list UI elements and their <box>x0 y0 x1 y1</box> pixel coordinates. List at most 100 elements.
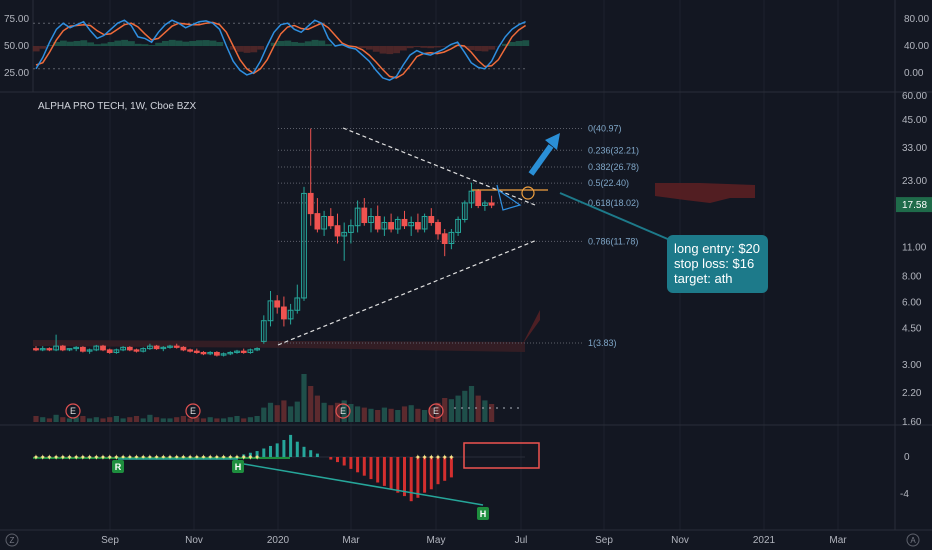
candle-body <box>327 215 334 227</box>
stoch-rsi-pane[interactable] <box>32 19 530 82</box>
stoch-hist-bar <box>468 46 475 50</box>
volume-bar <box>361 407 367 422</box>
momentum-tick-0: 0 <box>904 452 910 463</box>
stoch-hist-bar <box>216 42 224 46</box>
stoch-hist-bar <box>121 39 128 46</box>
target-circle[interactable] <box>521 186 535 200</box>
squeeze-dot: ✦ <box>214 453 221 462</box>
candle-body <box>187 349 193 352</box>
squeeze-dot: ✦ <box>120 453 127 462</box>
time-tick-4: May <box>427 535 446 546</box>
stoch-hist-bar <box>250 46 258 53</box>
volume-bar <box>321 402 327 422</box>
price-pane[interactable]: 0(40.97) 0.236(32.21) 0.382(26.78) 0.5(22.4… <box>33 124 755 422</box>
candle-body <box>147 345 153 350</box>
momentum-bar <box>436 457 440 485</box>
candle-body <box>100 345 106 351</box>
volume-bar <box>234 416 240 422</box>
stoch-hist-bar <box>298 42 305 46</box>
volume-bar <box>241 418 247 422</box>
squeeze-dot: ✦ <box>160 453 167 462</box>
fib-retracement[interactable]: 0(40.97) 0.236(32.21) 0.382(26.78) 0.5(22.4… <box>278 124 639 348</box>
stoch-left-axis-ticks: 75.00 50.00 25.00 <box>4 14 29 79</box>
volume-bar <box>107 417 113 422</box>
trend-drawings[interactable] <box>277 127 560 346</box>
volume-bar <box>187 418 193 422</box>
price-tick-6: 8.00 <box>902 271 922 282</box>
up-arrow-shaft[interactable] <box>528 144 554 176</box>
volume-bar <box>267 402 274 422</box>
candle-body <box>314 213 321 230</box>
earnings-icon[interactable]: E <box>428 403 444 419</box>
volume-bar <box>355 406 361 422</box>
candle-body <box>66 348 73 351</box>
price-tick-10: 2.20 <box>902 388 922 399</box>
momentum-bar <box>269 445 272 457</box>
volume-bar <box>40 417 46 422</box>
candle-body <box>214 351 220 356</box>
volume-bar <box>73 417 79 422</box>
volume-bar <box>60 417 66 422</box>
volume-bar <box>261 407 267 422</box>
stoch-hist-bar <box>53 42 60 46</box>
squeeze-dot: ✦ <box>140 453 147 462</box>
volume-bar <box>247 417 253 422</box>
lower-trendline[interactable] <box>277 239 538 346</box>
volume-bar <box>341 400 347 422</box>
timezone-icon[interactable]: Z <box>5 533 19 547</box>
price-tick-0: 60.00 <box>902 91 927 102</box>
candle-body <box>354 207 361 227</box>
squeeze-dot: ✦ <box>147 453 154 462</box>
candle-body <box>173 345 180 348</box>
candle-body <box>59 345 66 351</box>
volume-bars <box>33 374 495 422</box>
divergence-line-2 <box>237 462 484 506</box>
candle-body <box>401 218 408 227</box>
momentum-bar <box>336 457 339 463</box>
volume-bar <box>334 402 341 422</box>
stoch-hist-bar <box>277 40 285 46</box>
earnings-icon[interactable]: E <box>335 403 351 419</box>
momentum-pane[interactable]: ✦ ✦ ✦ ✦ ✦ ✦ ✦ ✦ ✦ ✦ ✦ ✦ ✦ ✦ ✦ ✦ ✦ ✦ ✦ ✦ ✦ ✦ ✦ ✦ ✦ ✦ ✦ ✦ ✦ ✦ ✦ ✦ ✦ ✦ ✦ ✦ ✦ ✦ ✦ ✦… <box>33 434 540 520</box>
volume-bar <box>140 418 146 422</box>
marker-h-2[interactable]: H <box>477 507 489 520</box>
volume-bar <box>348 404 354 422</box>
highlight-box[interactable] <box>463 442 540 469</box>
earnings-icon[interactable]: E <box>65 403 81 419</box>
earnings-label: E <box>433 406 439 416</box>
stoch-hist-bar <box>243 46 251 53</box>
trade-callout[interactable]: long entry: $20 stop loss: $16 target: a… <box>559 192 768 293</box>
volume-bar <box>194 417 200 422</box>
dividend-dot <box>482 407 484 409</box>
time-axis-ticks: Sep Nov 2020 Mar May Jul Sep Nov 2021 Mar <box>101 535 847 546</box>
candle-body <box>394 218 401 230</box>
momentum-bar <box>382 457 386 486</box>
momentum-bar <box>356 457 360 473</box>
stoch-hist-bar <box>413 46 421 48</box>
fib-label-1: 0.236(32.21) <box>588 145 639 155</box>
up-arrow-head[interactable] <box>545 133 560 150</box>
stoch-d-line <box>35 21 527 79</box>
dividend-dot <box>503 407 505 409</box>
stoch-hist-bar <box>359 46 366 49</box>
candle-body <box>153 345 160 350</box>
svg-text:A: A <box>910 536 916 545</box>
pennant-outline[interactable] <box>496 184 522 211</box>
candle-body <box>80 346 86 352</box>
momentum-bar <box>329 457 333 460</box>
callout-pointer <box>559 192 671 241</box>
squeeze-dot: ✦ <box>86 453 93 462</box>
earnings-icon[interactable]: E <box>185 403 201 419</box>
marker-r[interactable]: R <box>112 460 124 473</box>
volume-bar <box>301 374 307 422</box>
stoch-left-tick-2: 25.00 <box>4 68 29 79</box>
auto-scale-icon[interactable]: A <box>906 533 920 547</box>
momentum-bar <box>369 457 373 480</box>
stoch-tick-2: 0.00 <box>904 68 924 79</box>
volume-bar <box>174 417 180 422</box>
stoch-hist-bar <box>80 40 88 46</box>
momentum-bar <box>315 453 319 457</box>
stoch-hist-bar <box>304 41 312 46</box>
marker-h-1[interactable]: H <box>232 460 244 473</box>
